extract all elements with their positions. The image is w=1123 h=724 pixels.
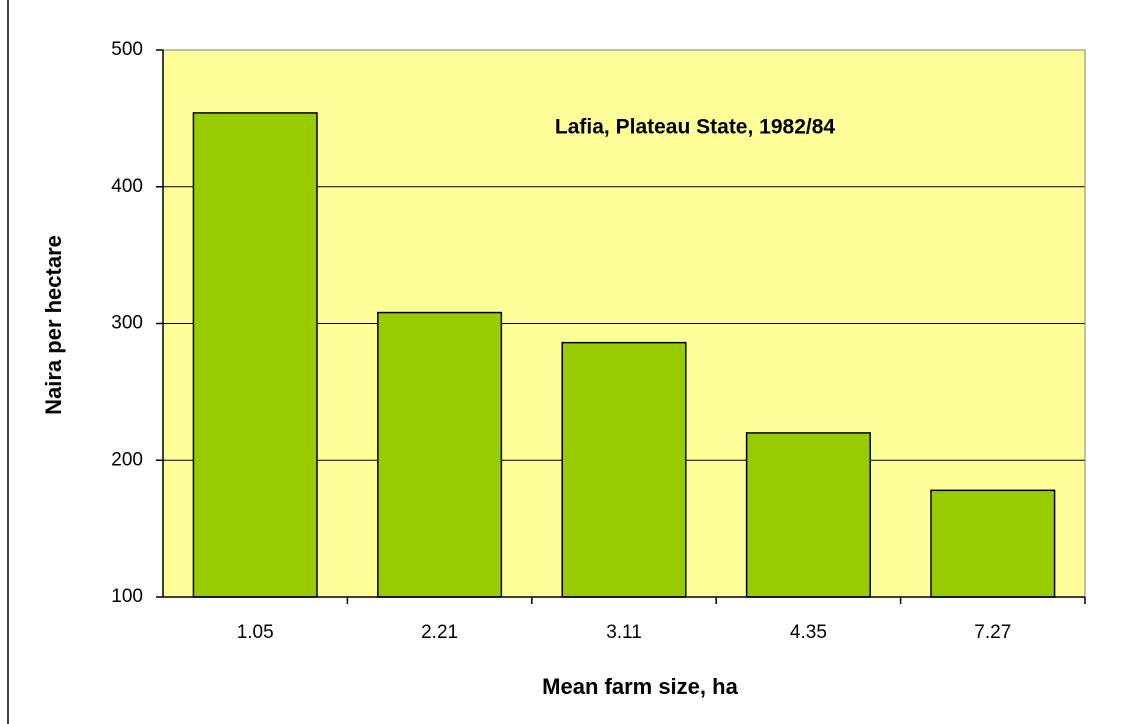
x-axis-title: Mean farm size, ha <box>542 674 738 699</box>
bar <box>930 489 1056 598</box>
x-tick-label: 3.11 <box>606 622 642 643</box>
x-tick-label: 2.21 <box>421 622 458 643</box>
x-tick-label: 1.05 <box>237 622 274 643</box>
bar <box>745 432 871 598</box>
y-tick-label: 300 <box>111 313 143 334</box>
annotation: Lafia, Plateau State, 1982/84 <box>555 116 835 139</box>
bar <box>192 112 318 598</box>
y-tick-label: 400 <box>111 176 143 197</box>
bars <box>192 112 1056 598</box>
x-tick-label: 7.27 <box>974 622 1011 643</box>
y-tick-label: 100 <box>111 586 143 607</box>
bar <box>561 341 687 598</box>
y-tick-label: 500 <box>111 39 143 60</box>
x-tick-label: 4.35 <box>790 622 827 643</box>
y-axis-title: Naira per hectare <box>41 235 66 415</box>
bar <box>377 311 503 598</box>
y-tick-label: 200 <box>111 449 143 470</box>
